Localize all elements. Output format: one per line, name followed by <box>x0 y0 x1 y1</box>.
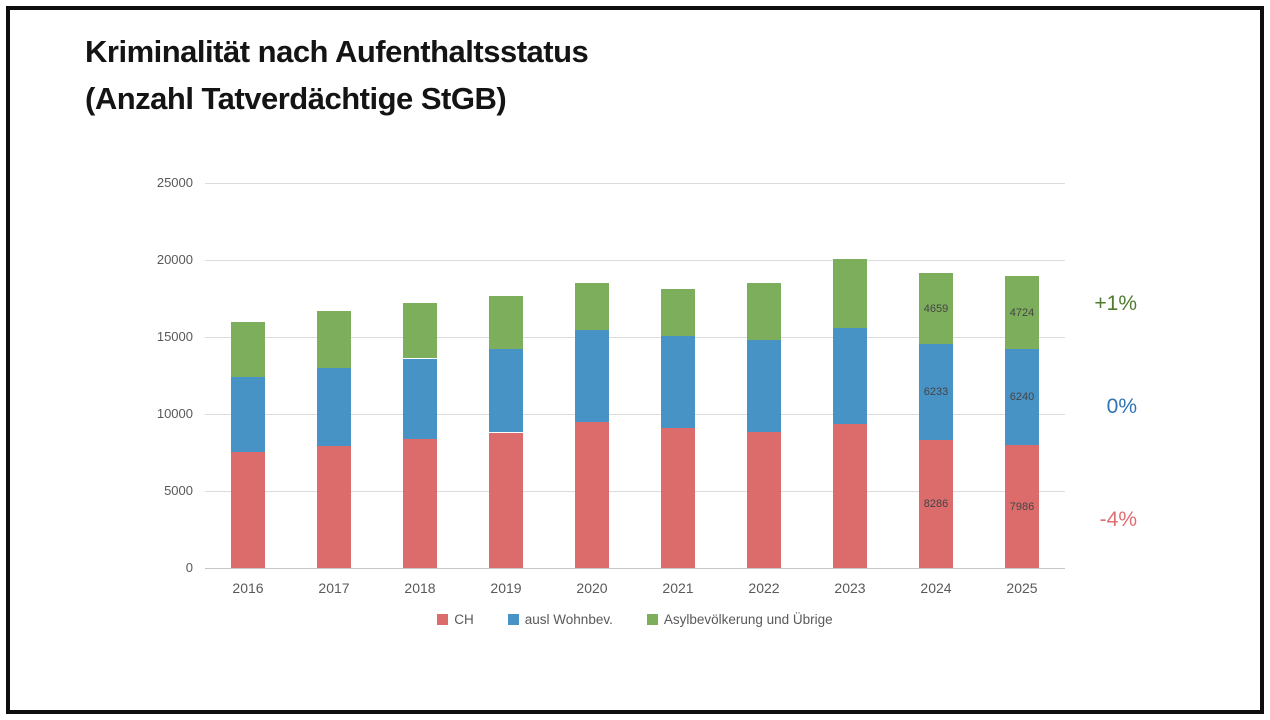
y-tick-label: 0 <box>185 560 193 575</box>
y-gridline <box>205 490 1065 492</box>
legend-label: ausl Wohnbev. <box>524 611 613 627</box>
bar-segment-series-0 <box>1005 445 1039 568</box>
bar-segment-series-2 <box>317 310 351 368</box>
bar-segment-series-2 <box>1005 276 1039 349</box>
bar-segment-series-1 <box>833 327 867 425</box>
bar-segment-series-0 <box>403 438 437 568</box>
bar-segment-series-0 <box>489 432 523 568</box>
bar-value-label: 8286 <box>923 498 949 511</box>
bar-segment-series-2 <box>919 272 953 345</box>
bar-segment-series-1 <box>575 330 609 422</box>
y-gridline <box>205 336 1065 338</box>
pct-change-label-0: +1% <box>1094 292 1137 315</box>
bar-segment-series-0 <box>747 431 781 568</box>
bar-value-label: 4659 <box>923 302 949 315</box>
legend-item-series-1: ausl Wohnbev. <box>507 611 613 627</box>
bar-value-label: 6240 <box>1009 391 1035 403</box>
y-tick-label: 5000 <box>164 483 193 498</box>
bar-segment-series-1 <box>919 344 953 441</box>
bar-segment-series-0 <box>231 451 265 568</box>
legend-item-series-2: Asylbevölkerung und Übrige <box>646 611 833 627</box>
bar-segment-series-1 <box>231 377 265 452</box>
bar-segment-series-1 <box>403 358 437 439</box>
legend-swatch-icon <box>437 613 449 625</box>
x-tick-label: 2023 <box>834 580 866 596</box>
bar-segment-series-2 <box>661 288 695 336</box>
chart-title-line-1: Kriminalität nach Aufenthaltsstatus <box>85 34 589 69</box>
bar-segment-series-1 <box>1005 348 1039 445</box>
bar-segment-series-2 <box>747 283 781 341</box>
bar-segment-series-1 <box>489 348 523 433</box>
chart-title-line-2: (Anzahl Tatverdächtige StGB) <box>85 81 507 116</box>
legend-label: CH <box>454 611 474 627</box>
legend-swatch-icon <box>646 613 658 625</box>
x-tick-label: 2018 <box>404 580 436 596</box>
bar-segment-series-2 <box>489 296 523 349</box>
pct-change-label-2: -4% <box>1099 508 1137 531</box>
bar-segment-series-2 <box>403 303 437 359</box>
y-tick-label: 10000 <box>156 406 193 421</box>
y-gridline <box>205 413 1065 415</box>
bar-value-label: 7986 <box>1009 500 1035 513</box>
x-tick-label: 2024 <box>920 580 952 596</box>
bar-value-label: 4724 <box>1009 306 1035 319</box>
bar-segment-series-0 <box>575 421 609 568</box>
y-tick-label: 20000 <box>156 252 193 267</box>
y-gridline <box>205 182 1065 184</box>
bar-segment-series-1 <box>747 340 781 432</box>
x-tick-label: 2021 <box>662 580 694 596</box>
x-tick-label: 2016 <box>232 580 264 596</box>
legend-item-series-0: CH <box>437 612 474 627</box>
bar-value-label: 6233 <box>923 386 949 399</box>
y-tick-label: 15000 <box>156 329 193 344</box>
x-tick-label: 2020 <box>576 580 608 596</box>
bar-segment-series-0 <box>919 440 953 568</box>
bar-segment-series-1 <box>317 367 351 446</box>
y-gridline <box>205 259 1065 261</box>
chart-title: Kriminalität nach Aufenthaltsstatus (Anz… <box>85 28 589 122</box>
bar-segment-series-0 <box>661 427 695 568</box>
bar-segment-series-1 <box>661 335 695 428</box>
pct-change-label-1: 0% <box>1106 395 1137 418</box>
x-tick-label: 2022 <box>748 580 780 596</box>
x-tick-label: 2019 <box>490 580 522 596</box>
bar-segment-series-0 <box>317 445 351 568</box>
legend-label: Asylbevölkerung und Übrige <box>663 611 833 627</box>
bar-segment-series-2 <box>231 321 265 377</box>
chart-legend: CH ausl Wohnbev. Asylbevölkerung und Übrig… <box>205 610 1065 628</box>
x-axis-baseline <box>205 567 1065 569</box>
bar-segment-series-0 <box>833 424 867 568</box>
bar-segment-series-2 <box>575 283 609 331</box>
x-tick-label: 2017 <box>318 580 350 596</box>
bar-segment-series-2 <box>833 258 867 328</box>
y-tick-label: 25000 <box>156 175 193 190</box>
x-tick-label: 2025 <box>1006 580 1038 596</box>
legend-swatch-icon <box>507 613 519 625</box>
